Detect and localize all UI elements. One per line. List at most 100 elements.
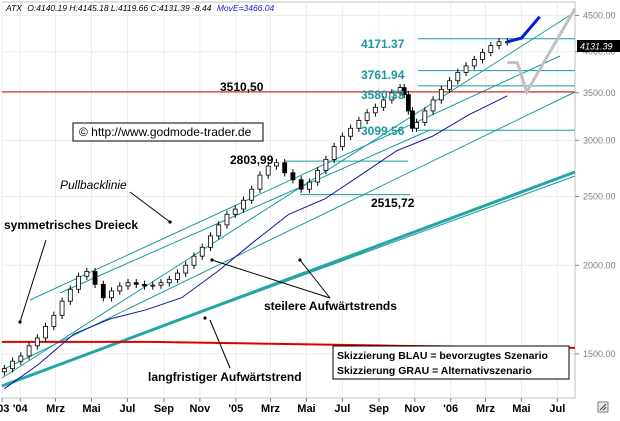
price-candle — [463, 65, 469, 73]
price-candle — [166, 279, 172, 284]
price-candle — [438, 88, 444, 101]
callout-line — [129, 191, 171, 223]
scenario-layer — [506, 7, 577, 96]
price-candle — [10, 360, 16, 370]
price-candle — [298, 179, 304, 190]
level-label-3099: 3099.56 — [361, 124, 405, 138]
price-candle — [216, 224, 222, 237]
price-candle — [471, 59, 477, 67]
channel-line — [59, 129, 431, 294]
price-candle — [414, 121, 419, 129]
current-value-text: 4131.39 — [580, 42, 613, 52]
scenario-gray-path — [507, 7, 577, 96]
price-candle — [364, 112, 370, 121]
price-candle — [339, 135, 345, 147]
pullback-label: Pullbacklinie — [60, 178, 127, 192]
x-tick-label: Nov — [189, 403, 211, 415]
price-candle — [133, 282, 139, 285]
price-candle — [372, 106, 378, 114]
callout-line — [19, 239, 47, 323]
price-candle — [100, 283, 106, 299]
callout-arrowhead — [18, 320, 22, 324]
copyright-text: © http://www.godmode-trader.de — [79, 125, 252, 139]
price-candle — [480, 52, 485, 60]
current-value-tag — [577, 40, 620, 52]
price-candle — [249, 188, 255, 201]
price-candle — [257, 174, 263, 190]
y-tick-label: 3000.00 — [583, 135, 616, 145]
level-label-3761: 3761.94 — [361, 68, 405, 82]
price-candle — [208, 235, 213, 248]
price-candle — [274, 162, 279, 167]
price-candle — [331, 146, 337, 160]
level-label-2515: 2515,72 — [371, 196, 415, 210]
price-candle — [307, 181, 312, 190]
price-candle — [315, 170, 321, 183]
price-candle — [1, 368, 7, 373]
price-candle — [109, 290, 114, 299]
price-candle — [356, 120, 362, 129]
triangle-label: symmetrisches Dreieck — [4, 218, 138, 232]
callout-arrowhead — [203, 316, 207, 320]
price-candle — [241, 199, 246, 210]
y-tick-label: 1500.00 — [583, 349, 616, 359]
price-candle — [496, 41, 502, 46]
price-candle — [117, 285, 123, 292]
x-tick-label: Mai — [82, 403, 100, 415]
x-tick-label: '04 — [13, 403, 29, 415]
x-tick-label: '05 — [228, 403, 243, 415]
price-candle — [430, 99, 436, 112]
long-trend-label: langfristiger Aufwärtstrend — [148, 370, 302, 384]
level-label-3580: 3580.33 — [361, 88, 405, 102]
channel-line — [1, 11, 576, 379]
price-candle — [488, 45, 494, 53]
x-tick-label: Mrz — [476, 403, 495, 415]
callout-arrowhead — [298, 258, 302, 262]
price-candle — [175, 272, 180, 280]
x-tick-label: Mai — [512, 403, 530, 415]
price-candle — [76, 275, 81, 290]
price-candle — [150, 284, 156, 287]
price-candle — [158, 282, 164, 286]
price-candle — [290, 172, 296, 181]
moving-average-line — [4, 95, 508, 390]
scenario-legend-box — [332, 345, 570, 380]
x-tick-label: Sep — [369, 403, 389, 415]
x-tick-label: '06 — [443, 403, 458, 415]
header-ohlc: ATX O:4140.19 H:4145.18 L:4119.66 C:4131… — [5, 3, 275, 13]
callout-line — [211, 259, 331, 299]
price-candle — [26, 345, 32, 357]
x-tick-label: Mrz — [261, 403, 280, 415]
price-candle — [455, 71, 461, 82]
scenario-blue-path — [506, 15, 541, 44]
price-candle — [410, 110, 415, 129]
price-candle — [405, 94, 411, 112]
callout-line — [299, 259, 331, 299]
price-candle — [232, 208, 238, 215]
y-tick-label: 4500.00 — [583, 10, 616, 20]
header-symbol: ATX — [5, 3, 22, 13]
price-candle — [224, 213, 230, 226]
price-candle — [323, 158, 329, 171]
x-tick-label: Jul — [549, 403, 565, 415]
callout-arrowhead — [168, 220, 172, 224]
price-candle — [265, 165, 271, 176]
moving-average-layer — [4, 95, 508, 390]
x-tick-label: Mrz — [46, 403, 65, 415]
level-label-2803: 2803,99 — [230, 153, 274, 167]
legend-blue: Skizzierung BLAU = bevorzugtes Szenario — [337, 350, 548, 362]
annotation-arrows — [18, 191, 331, 369]
price-candle — [199, 246, 205, 257]
price-candle — [348, 127, 354, 137]
header-ohlc-values: O:4140.19 H:4145.18 L:4119.66 C:4131.39 … — [27, 3, 211, 13]
price-candle — [422, 110, 428, 123]
legend-gray: Skizzierung GRAU = Alternativszenario — [337, 365, 532, 377]
x-tick-label: Jul — [119, 403, 135, 415]
price-layer — [1, 38, 510, 376]
resize-icon-glyph — [599, 403, 607, 411]
price-candle — [125, 282, 131, 287]
y-tick-label: 2500.00 — [583, 192, 616, 202]
x-axis: '03 '04 Mrz Mai Jul Sep Nov '05 Mrz Mai Jul Sep Nov '… — [0, 398, 565, 415]
